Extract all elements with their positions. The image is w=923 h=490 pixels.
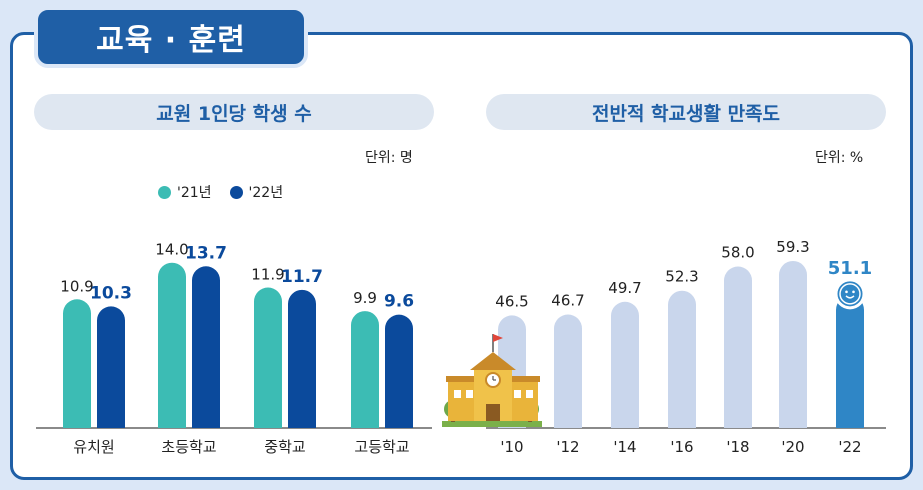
bar-label-22-2: 11.7 [281,267,323,287]
smiley-eye-right [852,290,855,294]
year-bar-3 [668,290,696,428]
bar-label-21-1: 14.0 [155,241,188,259]
section-title: 교육 · 훈련 [96,23,246,58]
bar-label-22-3: 9.6 [384,292,414,312]
year-value-1: 46.7 [551,292,584,310]
bar-21-0 [63,299,91,428]
school-building-icon [442,334,542,427]
bar-label-21-0: 10.9 [60,277,93,295]
smiley-eye-left [845,290,848,294]
year-label-1: '12 [556,438,579,456]
year-value-6: 51.1 [828,258,872,279]
year-value-3: 52.3 [665,268,698,286]
left-chart-title: 교원 1인당 학생 수 [34,94,434,130]
year-label-3: '16 [670,438,693,456]
legend-item-22: '22년 [229,182,284,202]
legend: '21년 '22년 [158,182,301,202]
year-label-0: '10 [500,438,523,456]
bar-22-3 [385,314,413,428]
legend-item-21: '21년 [158,182,212,202]
year-label-4: '18 [726,438,749,456]
legend-swatch-21 [158,185,171,199]
year-label-6: '22 [838,438,861,456]
bar-21-1 [158,262,187,428]
bar-21-3 [351,311,379,428]
category-label-1: 초등학교 [161,438,216,456]
bar-label-22-0: 10.3 [90,283,132,303]
right-chart-title: 전반적 학교생활 만족도 [486,94,886,130]
right-unit-label: 단위: % [815,150,864,166]
year-value-4: 58.0 [721,244,754,262]
bar-label-21-3: 9.9 [353,289,377,307]
year-bar-5 [779,260,807,428]
bar-label-21-2: 11.9 [251,266,284,284]
bar-22-0 [97,306,125,428]
year-label-2: '14 [613,438,636,456]
year-value-0: 46.5 [495,292,528,310]
category-label-2: 중학교 [264,438,305,456]
legend-swatch-22 [229,185,243,199]
smiley-face [839,283,861,305]
bar-21-2 [254,287,282,428]
year-bar-2 [611,301,639,428]
section-header: 교육 · 훈련 [34,6,308,68]
bar-22-2 [288,289,316,428]
year-bar-4 [724,266,752,428]
right-chart: 46.5 '10 46.7 '12 49.7 '14 52.3 '16 58.0 '18 59.3 '… [486,238,886,456]
year-label-5: '20 [781,438,804,456]
category-label-0: 유치원 [73,438,114,456]
legend-label-22: '22년 [248,185,284,201]
year-bar-1 [554,314,582,428]
category-label-3: 고등학교 [354,438,409,456]
year-value-5: 59.3 [776,238,809,256]
legend-label-21: '21년 [177,185,212,201]
bar-22-1 [192,266,221,428]
year-bar-6 [836,295,864,428]
left-unit-label: 단위: 명 [365,150,413,166]
bar-label-22-1: 13.7 [185,243,227,263]
left-chart: 10.910.3 유치원 14.013.7 초등학교 11.911.7 중학교 9.9 9.6… [36,241,432,456]
smiley-mouth [845,295,855,299]
year-value-2: 49.7 [608,279,641,297]
